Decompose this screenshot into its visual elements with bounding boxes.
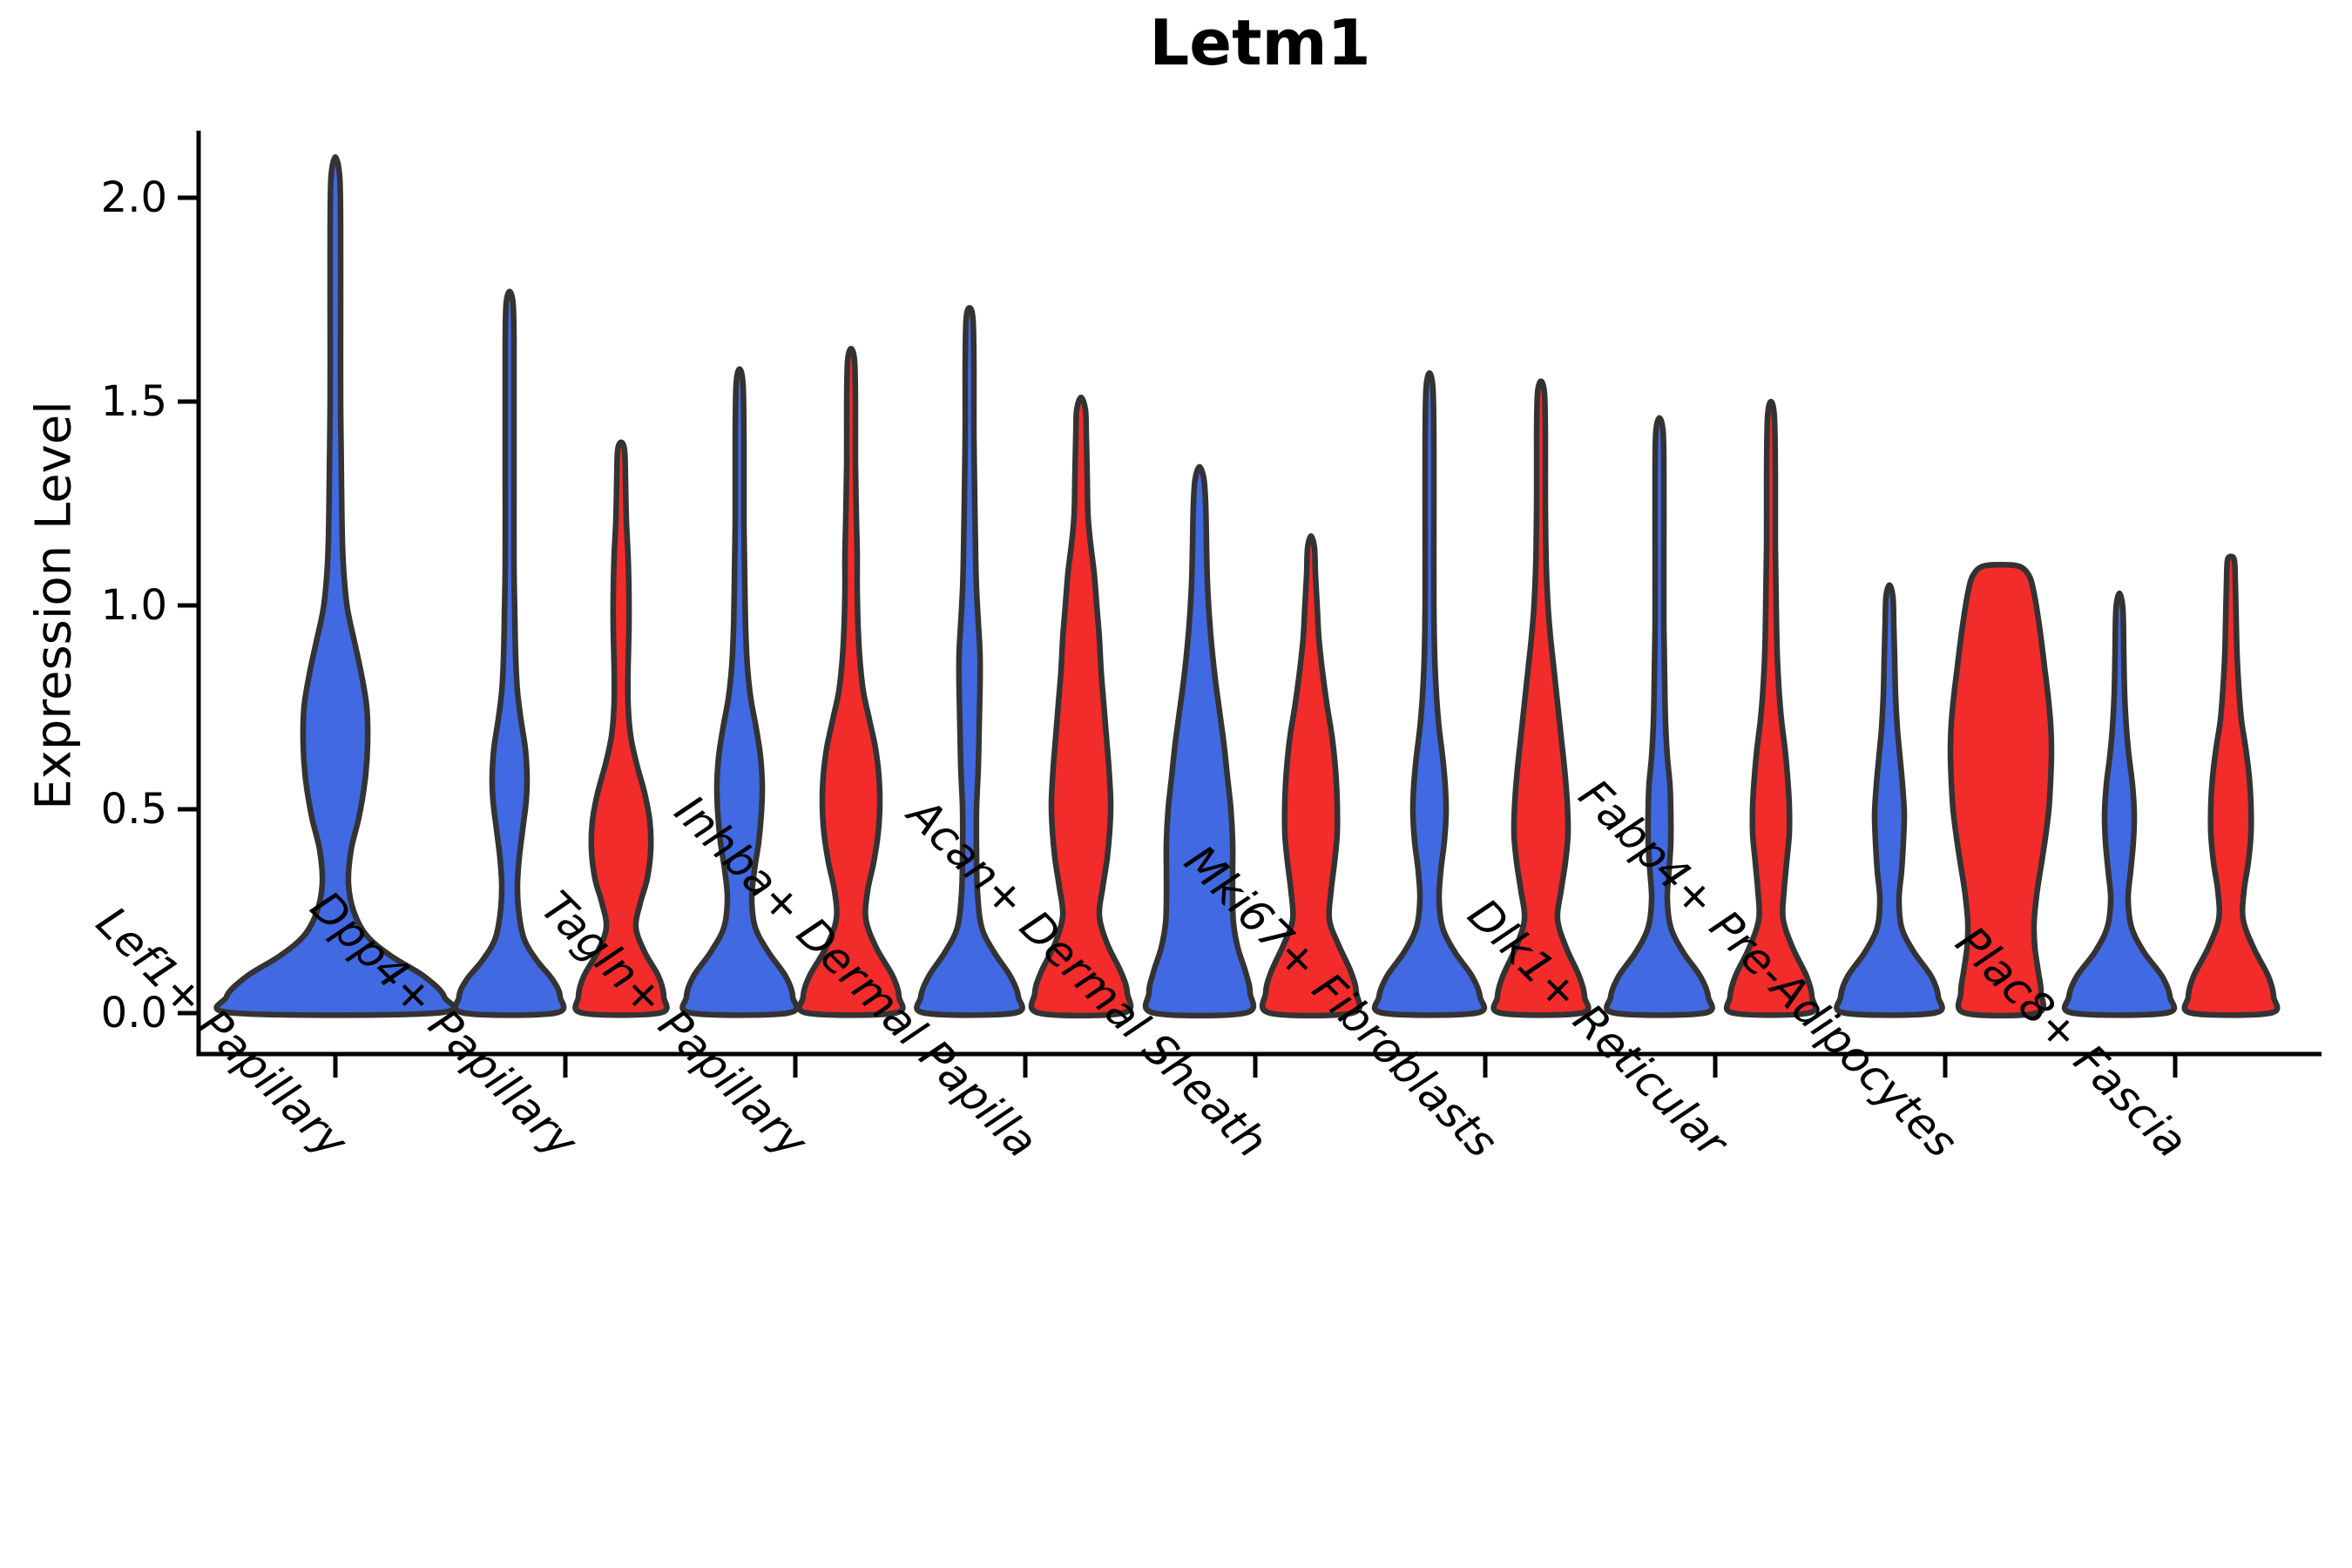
violin-dlk1-reticular-red xyxy=(1723,398,1819,1018)
y-tick-label-1.5: 1.5 xyxy=(100,377,167,426)
violin-fabp4-pre-adipocytes-red xyxy=(1947,561,2055,1019)
violin-mki67-fibroblasts-blue xyxy=(1371,369,1488,1018)
violin-inhba-dermal-papilla-red xyxy=(1028,395,1134,1019)
violin-mki67-fibroblasts-red xyxy=(1490,378,1592,1018)
violin-dpp4-papillary-blue xyxy=(452,288,567,1018)
violin-lef1-papillary-blue xyxy=(213,153,457,1018)
y-tick-label-1.0: 1.0 xyxy=(100,581,167,630)
violin-dlk1-reticular-blue xyxy=(1604,415,1715,1018)
y-tick-label-2.0: 2.0 xyxy=(100,173,167,222)
y-tick-label-0.5: 0.5 xyxy=(100,785,167,834)
violin-tagln-papillary-blue xyxy=(679,366,800,1018)
violins-layer xyxy=(213,153,2281,1019)
violin-dpp4-papillary-red xyxy=(572,439,670,1018)
violin-plac8-fascia-red xyxy=(2181,553,2281,1018)
violin-plac8-fascia-blue xyxy=(2061,590,2178,1018)
violin-tagln-papillary-red xyxy=(796,345,906,1018)
violin-acan-dermal-sheath-red xyxy=(1259,533,1363,1019)
chart-title: Letm1 xyxy=(1149,6,1371,79)
axis-spines xyxy=(196,131,2322,1057)
violin-fabp4-pre-adipocytes-blue xyxy=(1834,582,1945,1018)
y-tick-label-0.0: 0.0 xyxy=(100,989,167,1037)
violin-acan-dermal-sheath-blue xyxy=(1142,463,1257,1019)
axes-layer xyxy=(178,131,2322,1078)
violin-inhba-dermal-papilla-blue xyxy=(914,305,1025,1018)
